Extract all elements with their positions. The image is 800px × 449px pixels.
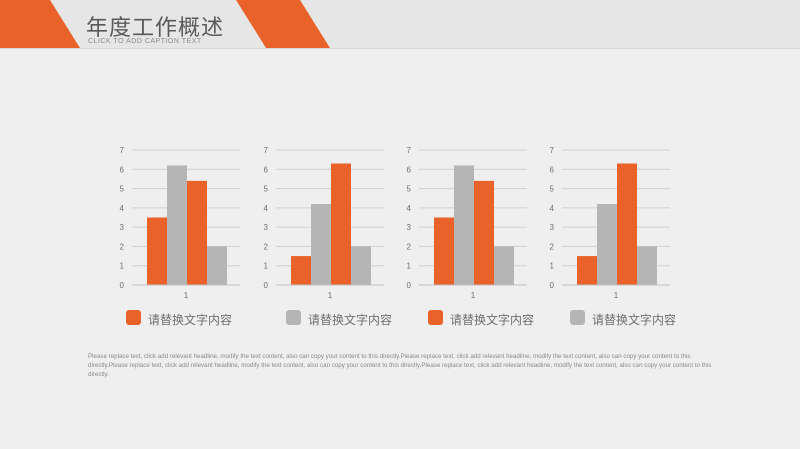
- y-tick-label: 0: [264, 281, 269, 290]
- bar: [187, 180, 207, 285]
- bar: [474, 180, 494, 285]
- page-title: 年度工作概述: [86, 16, 225, 41]
- y-tick-label: 2: [120, 242, 125, 251]
- bar: [577, 256, 597, 285]
- bar-chart-4: 0 1 2 3 4 5 6 7 1: [550, 146, 670, 300]
- y-tick-label: 4: [550, 204, 555, 213]
- y-tick-label: 5: [120, 185, 125, 194]
- y-tick-label: 6: [264, 165, 269, 174]
- y-tick-label: 7: [407, 146, 412, 155]
- bar: [147, 217, 167, 285]
- page-subtitle: CLICK TO ADD CAPTION TEXT: [88, 38, 202, 45]
- y-tick-label: 1: [264, 262, 269, 271]
- legend-swatch: [286, 310, 301, 325]
- bar: [331, 163, 351, 285]
- y-tick-label: 3: [120, 223, 125, 232]
- y-tick-label: 0: [550, 281, 555, 290]
- bar: [617, 163, 637, 285]
- y-tick-label: 7: [550, 146, 555, 155]
- y-tick-label: 4: [264, 204, 269, 213]
- bar: [454, 165, 474, 285]
- y-tick-label: 1: [120, 262, 125, 271]
- y-tick-label: 3: [407, 223, 412, 232]
- y-tick-label: 7: [120, 146, 125, 155]
- legend-label: 请替换文字内容: [308, 313, 393, 327]
- y-tick-label: 5: [407, 185, 412, 194]
- x-tick-label: 1: [614, 291, 619, 300]
- legend-label: 请替换文字内容: [148, 313, 233, 327]
- x-tick-label: 1: [184, 291, 189, 300]
- y-tick-label: 0: [120, 281, 125, 290]
- bar: [207, 246, 227, 285]
- y-tick-label: 0: [407, 281, 412, 290]
- bar: [167, 165, 187, 285]
- legend-label: 请替换文字内容: [450, 313, 535, 327]
- header-band: [0, 0, 800, 49]
- y-tick-label: 5: [550, 185, 555, 194]
- y-tick-label: 7: [264, 146, 269, 155]
- bar: [494, 246, 514, 285]
- legend-swatch: [570, 310, 585, 325]
- body-text: Please replace text, click add relevant …: [88, 353, 712, 378]
- y-tick-label: 1: [407, 262, 412, 271]
- y-tick-label: 2: [264, 242, 269, 251]
- y-tick-label: 6: [407, 165, 412, 174]
- bar: [597, 204, 617, 285]
- bar-chart-3: 0 1 2 3 4 5 6 7 1: [407, 146, 527, 300]
- legend-swatch: [126, 310, 141, 325]
- legend-label: 请替换文字内容: [592, 313, 677, 327]
- bar: [637, 246, 657, 285]
- y-tick-label: 2: [550, 242, 555, 251]
- y-tick-label: 4: [120, 204, 125, 213]
- bar: [311, 204, 331, 285]
- bar-chart-1: 0 1 2 3 4 5 6 7 1: [120, 146, 240, 300]
- x-tick-label: 1: [328, 291, 333, 300]
- y-tick-label: 5: [264, 185, 269, 194]
- bar: [351, 246, 371, 285]
- y-tick-label: 4: [407, 204, 412, 213]
- bar: [291, 256, 311, 285]
- y-tick-label: 6: [120, 165, 125, 174]
- x-tick-label: 1: [471, 291, 476, 300]
- y-tick-label: 6: [550, 165, 555, 174]
- y-tick-label: 1: [550, 262, 555, 271]
- y-tick-label: 3: [264, 223, 269, 232]
- y-tick-label: 2: [407, 242, 412, 251]
- bar: [434, 217, 454, 285]
- bar-chart-2: 0 1 2 3 4 5 6 7 1: [264, 146, 384, 300]
- y-tick-label: 3: [550, 223, 555, 232]
- legend-swatch: [428, 310, 443, 325]
